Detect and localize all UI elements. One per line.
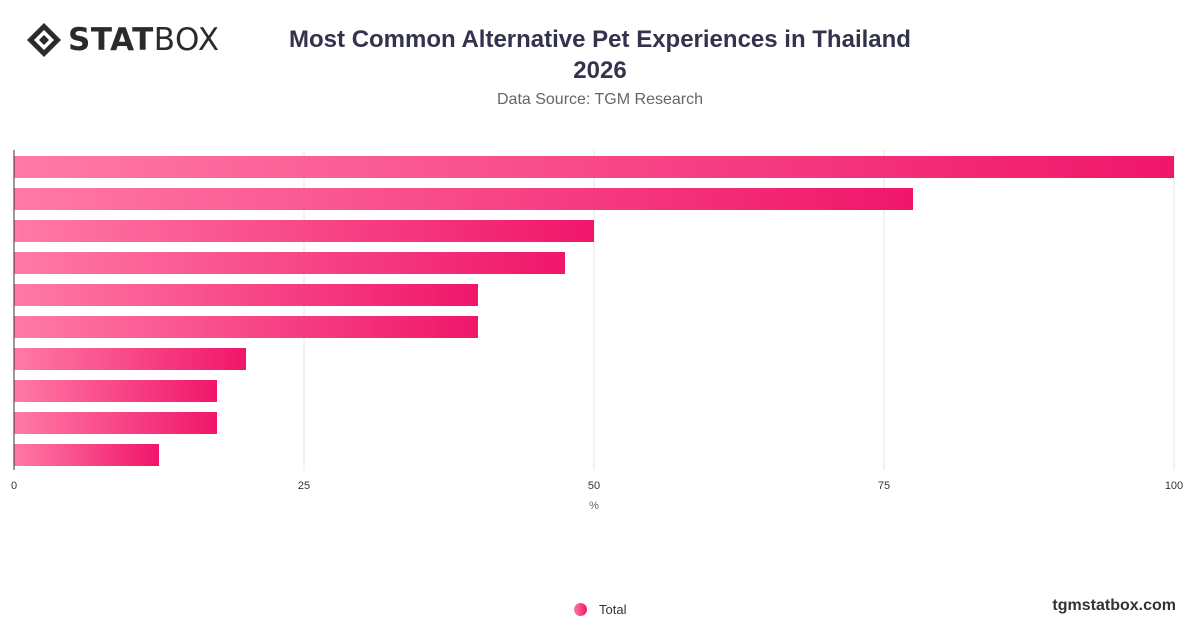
x-axis-ticks: 0 25 50 75 100 [11, 480, 1183, 492]
brand-bold: STAT [68, 22, 154, 58]
legend-item-total[interactable]: Total [574, 602, 626, 617]
statbox-logo[interactable]: STATBOX [26, 22, 220, 58]
chart-title-line1: Most Common Alternative Pet Experiences … [289, 26, 911, 53]
bars [14, 156, 1174, 466]
x-tick-label: 100 [1165, 480, 1183, 492]
bar-7[interactable] [14, 348, 246, 370]
bar-6[interactable] [14, 316, 478, 338]
x-axis-label: % [589, 500, 599, 512]
statbox-diamond-icon [27, 23, 61, 57]
bar-2[interactable] [14, 188, 913, 210]
bar-10[interactable] [14, 444, 159, 466]
x-tick-label: 75 [878, 480, 890, 492]
bar-9[interactable] [14, 412, 217, 434]
chart-subtitle: Data Source: TGM Research [496, 91, 703, 108]
x-tick-label: 25 [298, 480, 310, 492]
x-tick-label: 50 [588, 480, 600, 492]
bar-1[interactable] [14, 156, 1174, 178]
bar-4[interactable] [14, 252, 565, 274]
brand-light: BOX [153, 22, 220, 58]
brand-wordmark: STATBOX [68, 22, 220, 58]
bar-3[interactable] [14, 220, 594, 242]
bar-8[interactable] [14, 380, 217, 402]
chart-title-line2: 2026 [573, 57, 627, 84]
chart-title: Most Common Alternative Pet Experiences … [200, 24, 1000, 86]
x-tick-label: 0 [11, 480, 17, 492]
site-url[interactable]: tgmstatbox.com [1052, 597, 1176, 614]
legend-label: Total [599, 602, 627, 617]
bar-5[interactable] [14, 284, 478, 306]
legend-swatch [574, 603, 587, 616]
